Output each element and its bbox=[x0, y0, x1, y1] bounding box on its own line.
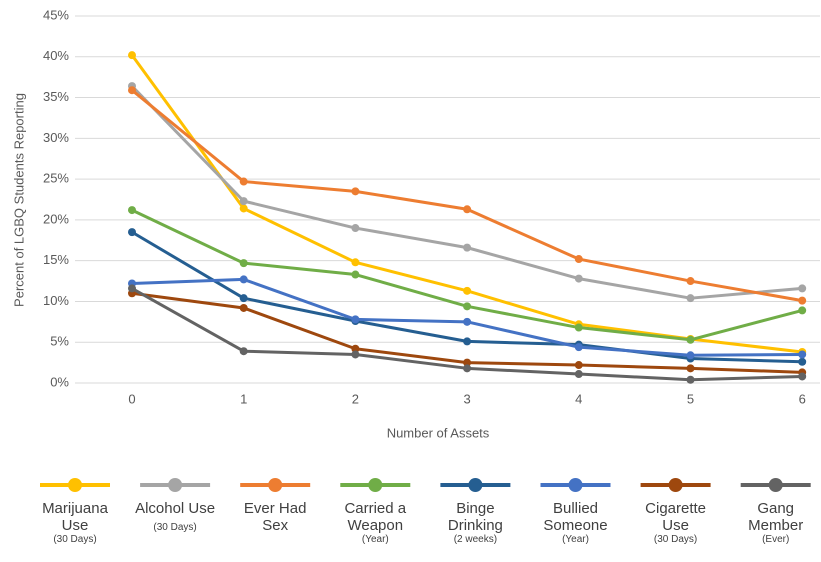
data-point bbox=[463, 302, 472, 311]
y-tick-label: 10% bbox=[43, 293, 69, 308]
y-tick-label: 45% bbox=[43, 7, 69, 22]
x-tick-label: 2 bbox=[352, 391, 359, 406]
data-point bbox=[128, 86, 136, 95]
data-point bbox=[574, 343, 583, 352]
data-point bbox=[463, 317, 472, 326]
data-point bbox=[686, 277, 695, 286]
y-tick-label: 0% bbox=[50, 374, 69, 389]
data-point bbox=[798, 372, 807, 381]
legend-label: Cigarette Use bbox=[645, 500, 707, 534]
data-point bbox=[351, 270, 360, 279]
legend-qualifier: (30 Days) bbox=[153, 522, 197, 533]
legend-qualifier: (30 Days) bbox=[53, 534, 97, 545]
legend-label: Marijuana Use bbox=[42, 500, 108, 534]
data-point bbox=[463, 358, 472, 367]
data-point bbox=[351, 315, 360, 324]
data-point bbox=[798, 357, 807, 366]
data-point bbox=[798, 284, 807, 293]
data-point bbox=[239, 177, 248, 186]
legend-label: Binge Drinking bbox=[447, 500, 503, 534]
legend-marker bbox=[568, 478, 583, 492]
data-point bbox=[463, 286, 472, 295]
legend-item: Binge Drinking (2 weeks) bbox=[430, 500, 520, 545]
data-point bbox=[686, 375, 695, 384]
data-point bbox=[798, 296, 807, 305]
legend-marker bbox=[668, 478, 683, 492]
legend-label: Ever Had Sex bbox=[243, 500, 307, 534]
legend-item: Cigarette Use (30 Days) bbox=[631, 500, 721, 545]
y-tick-label: 40% bbox=[43, 48, 69, 63]
data-point bbox=[463, 205, 472, 214]
legend-marker bbox=[168, 478, 183, 492]
data-point bbox=[574, 361, 583, 370]
legend-label: Gang Member bbox=[748, 500, 804, 534]
data-point bbox=[239, 275, 248, 284]
data-point bbox=[351, 344, 360, 353]
data-point bbox=[239, 259, 248, 268]
y-tick-label: 20% bbox=[43, 211, 69, 226]
legend-qualifier: (Year) bbox=[562, 534, 589, 545]
data-point bbox=[239, 303, 248, 312]
legend-label: Bullied Someone bbox=[543, 500, 608, 534]
legend-label: Carried a Weapon bbox=[344, 500, 407, 534]
x-tick-label: 3 bbox=[463, 391, 470, 406]
data-point bbox=[351, 187, 360, 196]
data-point bbox=[128, 206, 136, 215]
y-axis-label: Percent of LGBQ Students Reporting bbox=[11, 93, 26, 307]
data-point bbox=[686, 335, 695, 344]
legend-qualifier: (Ever) bbox=[762, 534, 790, 545]
data-point bbox=[686, 294, 695, 303]
data-point bbox=[128, 228, 136, 237]
data-point bbox=[574, 274, 583, 283]
data-point bbox=[574, 255, 583, 264]
legend-item: Marijuana Use (30 Days) bbox=[30, 500, 120, 545]
data-point bbox=[574, 323, 583, 332]
legend-qualifier: (30 Days) bbox=[653, 534, 698, 545]
data-point bbox=[574, 370, 583, 379]
x-axis-label: Number of Assets bbox=[387, 425, 490, 440]
data-point bbox=[351, 258, 360, 267]
data-point bbox=[798, 306, 807, 315]
data-point bbox=[686, 351, 695, 360]
legend-label: Alcohol Use bbox=[135, 500, 216, 517]
legend-marker bbox=[468, 478, 483, 492]
x-tick-label: 0 bbox=[128, 391, 135, 406]
legend-item: Alcohol Use (30 Days) bbox=[130, 500, 220, 534]
x-tick-label: 4 bbox=[575, 391, 582, 406]
legend-qualifier: (Year) bbox=[361, 534, 389, 545]
data-point bbox=[128, 284, 136, 293]
x-tick-label: 6 bbox=[799, 391, 806, 406]
data-point bbox=[463, 337, 472, 346]
data-point bbox=[798, 350, 807, 359]
data-point bbox=[463, 243, 472, 252]
data-point bbox=[351, 350, 360, 359]
legend-marker bbox=[368, 478, 383, 492]
y-tick-label: 5% bbox=[50, 334, 69, 349]
data-point bbox=[239, 197, 248, 206]
legend-item: Gang Member (Ever) bbox=[731, 500, 821, 545]
x-tick-label: 5 bbox=[687, 391, 694, 406]
y-tick-label: 35% bbox=[43, 89, 69, 104]
y-tick-label: 25% bbox=[43, 171, 69, 186]
data-point bbox=[239, 294, 248, 303]
legend-marker bbox=[68, 478, 82, 492]
legend-item: Ever Had Sex bbox=[230, 500, 320, 534]
data-point bbox=[351, 224, 360, 233]
legend-item: Carried a Weapon (Year) bbox=[330, 500, 420, 545]
data-point bbox=[463, 364, 472, 373]
y-tick-label: 15% bbox=[43, 252, 69, 267]
data-point bbox=[239, 204, 248, 213]
data-point bbox=[128, 51, 136, 60]
legend-marker bbox=[268, 478, 283, 492]
data-point bbox=[686, 364, 695, 373]
x-tick-label: 1 bbox=[240, 391, 247, 406]
data-point bbox=[239, 347, 248, 356]
legend-qualifier: (2 weeks) bbox=[453, 534, 498, 545]
legend-marker bbox=[768, 478, 783, 492]
y-tick-label: 30% bbox=[43, 130, 69, 145]
legend-item: Bullied Someone (Year) bbox=[531, 500, 621, 545]
